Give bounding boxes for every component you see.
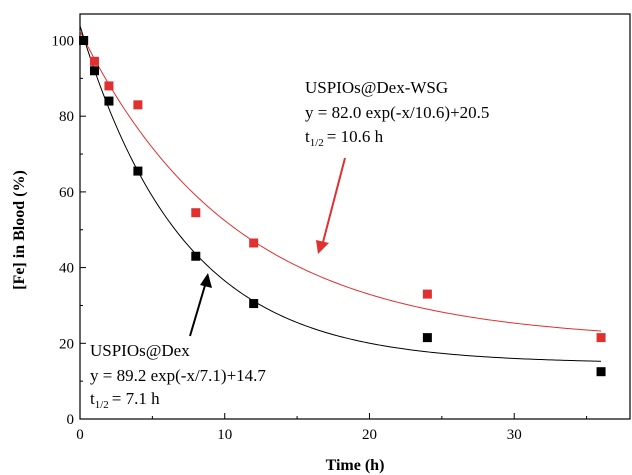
annotation-wsg-equation: y = 82.0 exp(-x/10.6)+20.5 — [305, 103, 489, 122]
fit-curves — [79, 25, 602, 362]
data-point-wsg — [596, 333, 606, 343]
data-point-dex — [89, 66, 99, 76]
annotation-dex-name: USPIOs@Dex — [90, 341, 190, 360]
data-point-dex — [596, 367, 606, 377]
data-point-dex — [79, 35, 89, 45]
fit-curve-dex — [79, 25, 602, 362]
annotation-dex-half-life: t1/2 = 7.1 h — [90, 389, 160, 411]
data-point-wsg — [133, 100, 143, 110]
axes: 0 10 20 30 0 20 40 60 80 100 — [52, 13, 631, 443]
y-tick-label: 100 — [52, 33, 75, 49]
x-tick-label: 30 — [507, 427, 522, 443]
fit-curve-wsg — [79, 30, 602, 332]
x-tick-label: 10 — [217, 427, 232, 443]
data-point-dex — [422, 333, 432, 343]
annotation-wsg-half-life-prefix: t — [305, 127, 310, 146]
data-point-wsg — [249, 238, 259, 248]
annotation-dex: USPIOs@Dex y = 89.2 exp(-x/7.1)+14.7 t1/… — [90, 341, 266, 411]
arrow-wsg — [316, 157, 346, 254]
data-point-wsg — [422, 289, 432, 299]
annotation-dex-half-life-value: = 7.1 h — [112, 389, 160, 408]
data-point-wsg — [89, 56, 99, 66]
data-point-wsg — [191, 208, 201, 218]
y-tick-label: 40 — [59, 261, 74, 277]
data-point-wsg — [104, 81, 114, 91]
x-tick-label: 0 — [76, 427, 84, 443]
annotation-wsg-half-life: t1/2 = 10.6 h — [305, 127, 384, 149]
data-point-dex — [191, 251, 201, 261]
plot-frame — [79, 13, 631, 420]
data-point-dex — [104, 96, 114, 106]
arrow-dex — [189, 273, 212, 337]
y-tick-label: 60 — [59, 185, 74, 201]
data-point-dex — [249, 299, 259, 309]
annotation-dex-half-life-prefix: t — [90, 389, 95, 408]
x-tick-label: 20 — [362, 427, 377, 443]
y-tick-label: 0 — [67, 412, 75, 428]
annotation-wsg-name: USPIOs@Dex-WSG — [305, 78, 448, 97]
annotation-wsg: USPIOs@Dex-WSG y = 82.0 exp(-x/10.6)+20.… — [305, 78, 489, 149]
y-axis-title: [Fe] in Blood (%) — [11, 170, 28, 290]
y-tick-label: 20 — [59, 336, 74, 352]
annotation-dex-half-life-sub: 1/2 — [95, 399, 109, 411]
data-point-dex — [133, 166, 143, 176]
x-axis-title: Time (h) — [326, 457, 385, 474]
annotation-wsg-half-life-value: = 10.6 h — [327, 127, 384, 146]
y-tick-label: 80 — [59, 109, 74, 125]
annotation-dex-equation: y = 89.2 exp(-x/7.1)+14.7 — [90, 366, 266, 385]
annotation-wsg-half-life-sub: 1/2 — [310, 137, 324, 149]
data-points — [79, 35, 606, 377]
